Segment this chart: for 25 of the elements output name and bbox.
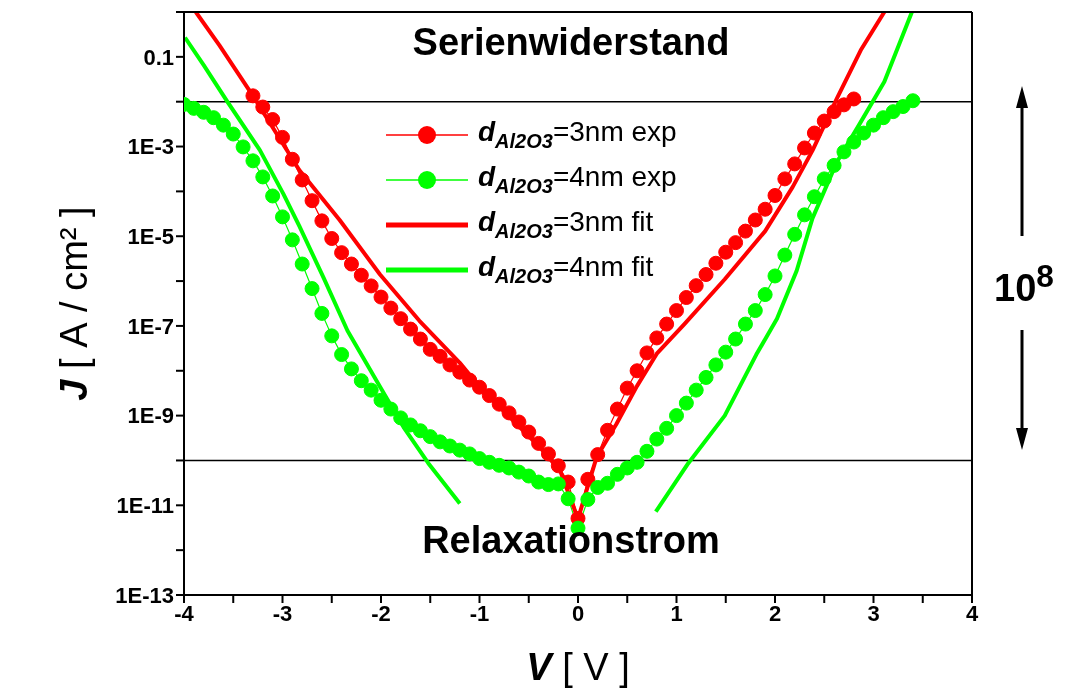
- x-tick-label: 3: [867, 600, 880, 626]
- y-tick-label: 1E-5: [127, 224, 174, 250]
- x-tick-label: -3: [272, 600, 293, 626]
- legend-label: d$_{Al2O3}$=3nm fit: [478, 206, 654, 243]
- y-tick-label: 1E-3: [127, 134, 174, 160]
- y-tick-label: 1E-9: [127, 403, 174, 429]
- x-tick-label: 0: [571, 600, 585, 626]
- text: 10$^{8}$: [993, 258, 1055, 310]
- x-axis-title: V [ V ]: [526, 646, 630, 688]
- x-tick-label: 1: [670, 600, 683, 626]
- y-tick-label: 0.1: [143, 44, 174, 70]
- x-tick-label: -4: [174, 600, 195, 626]
- annotation: Relaxationstrom: [421, 519, 721, 562]
- x-tick-label: 2: [768, 600, 782, 626]
- y-axis-title: J [ A / cm² ]: [53, 206, 95, 401]
- y-tick-label: 1E-13: [115, 582, 174, 608]
- annotation: Serienwiderstand: [411, 21, 731, 64]
- legend-label: d$_{Al2O3}$=4nm fit: [478, 251, 654, 288]
- x-tick-label: 4: [965, 600, 979, 626]
- y-tick-label: 1E-7: [127, 313, 174, 339]
- y-tick-label: 1E-11: [116, 493, 174, 519]
- legend-label: d$_{Al2O3}$=3nm exp: [478, 116, 677, 153]
- x-tick-label: -2: [371, 600, 391, 626]
- legend-label: d$_{Al2O3}$=4nm exp: [478, 161, 677, 198]
- x-tick-label: -1: [469, 600, 490, 626]
